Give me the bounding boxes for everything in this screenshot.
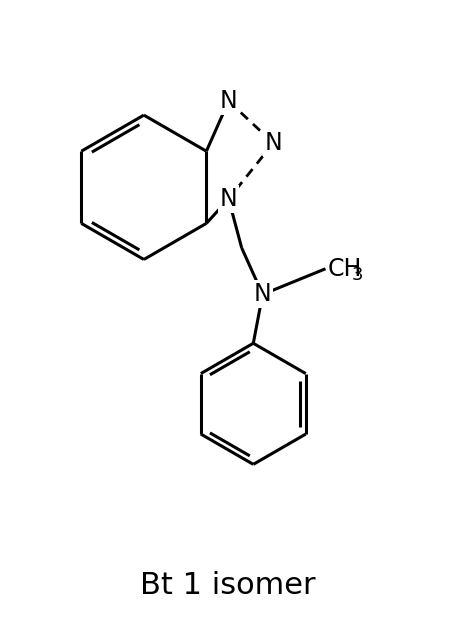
Text: N: N <box>254 282 272 307</box>
Text: 3: 3 <box>352 266 364 284</box>
Text: N: N <box>220 89 237 113</box>
Text: Bt 1 isomer: Bt 1 isomer <box>140 571 316 600</box>
Text: N: N <box>220 187 237 211</box>
Text: CH: CH <box>328 257 362 281</box>
Text: N: N <box>264 131 282 155</box>
